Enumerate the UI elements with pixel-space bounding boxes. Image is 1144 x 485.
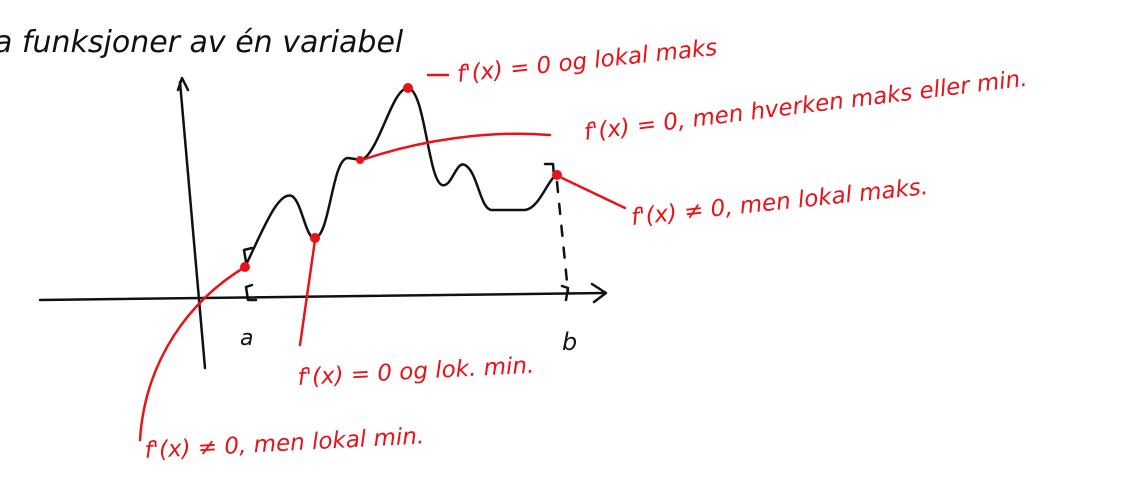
label-b: b xyxy=(562,328,577,356)
annotation: f'(x) = 0 og lokal maks xyxy=(456,35,718,88)
annotation: f'(x) ≠ 0, men lokal min. xyxy=(144,423,425,464)
dot xyxy=(403,83,413,93)
title: a funksjoner av én variabel xyxy=(0,25,404,60)
y-axis xyxy=(180,82,205,368)
function-curve xyxy=(245,88,557,267)
pointer xyxy=(140,267,245,440)
dot xyxy=(552,170,562,180)
annotation: f'(x) = 0, men hverken maks eller min. xyxy=(583,66,1029,146)
annotation: f'(x) ≠ 0, men lokal maks. xyxy=(630,174,929,231)
dashed-line xyxy=(557,182,568,292)
y-arrow xyxy=(178,78,188,90)
pointer xyxy=(362,134,550,160)
pointer xyxy=(562,178,625,208)
annotation: f'(x) = 0 og lok. min. xyxy=(297,353,535,391)
x-axis xyxy=(40,293,605,300)
pointer xyxy=(300,240,315,345)
diagram: a funksjoner av én variabel a b f'(x) = … xyxy=(0,0,1144,485)
label-a: a xyxy=(240,326,253,351)
